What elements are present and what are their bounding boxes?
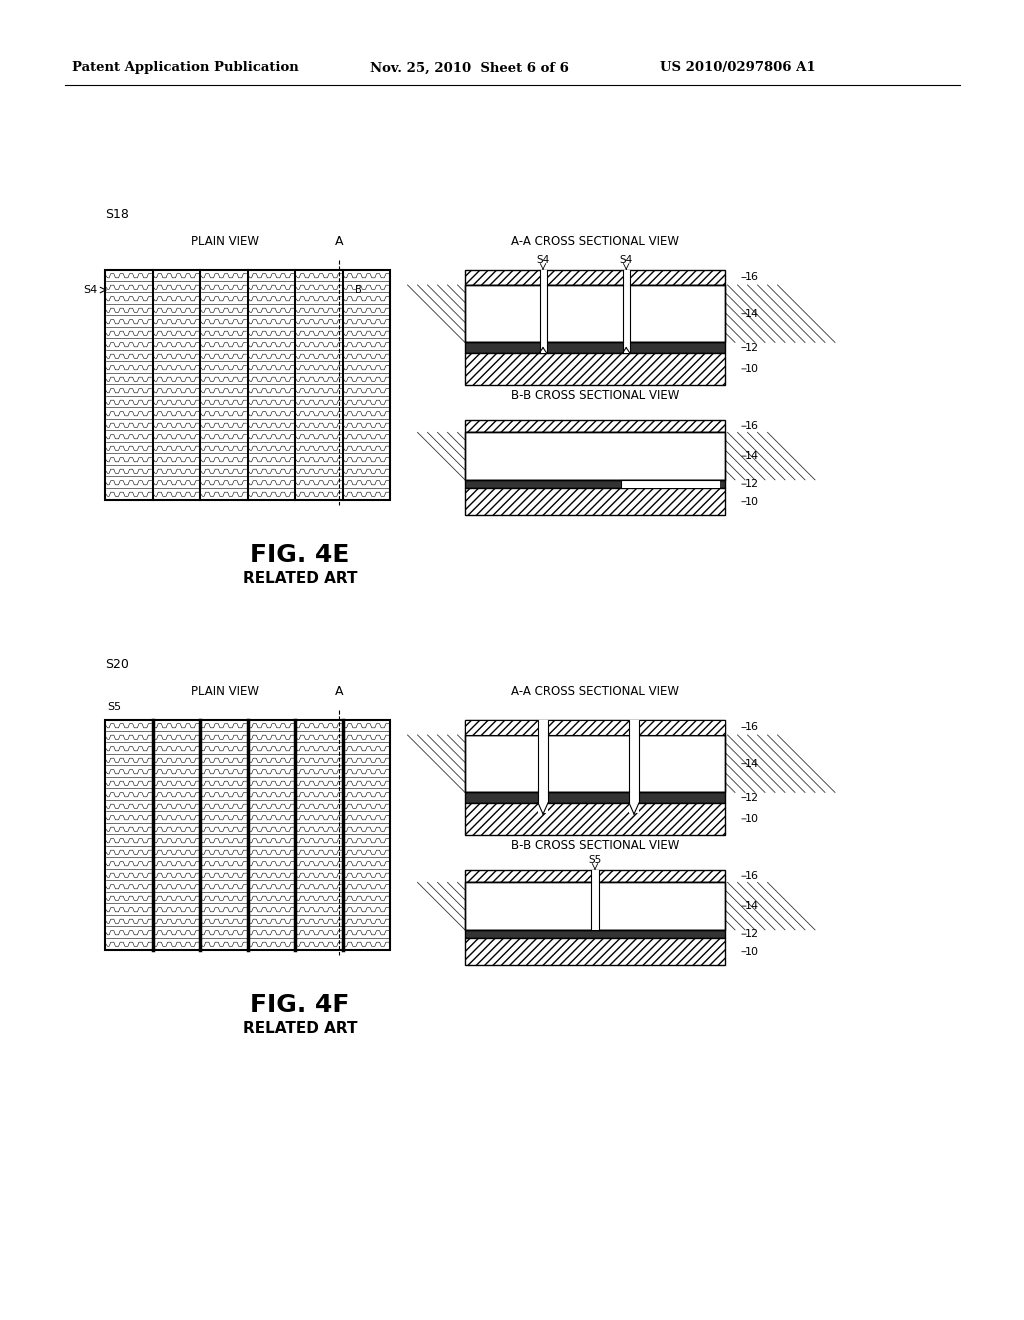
Text: A-A CROSS SECTIONAL VIEW: A-A CROSS SECTIONAL VIEW (511, 685, 679, 698)
Bar (465, 792, 725, 803)
Text: 10: 10 (745, 946, 759, 957)
Bar (538, 792, 548, 803)
Text: PLAIN VIEW: PLAIN VIEW (190, 685, 259, 698)
Text: 10: 10 (745, 814, 759, 824)
Text: S5: S5 (106, 702, 121, 711)
Text: 12: 12 (744, 479, 759, 490)
Text: 12: 12 (744, 792, 759, 803)
Bar (629, 803, 639, 813)
Bar (465, 882, 725, 929)
Text: 16: 16 (745, 871, 759, 882)
Bar (540, 285, 547, 342)
Bar (623, 271, 630, 285)
Bar (538, 735, 548, 792)
Bar (465, 735, 725, 792)
Text: 14: 14 (744, 451, 759, 461)
Bar (465, 433, 725, 480)
Text: Patent Application Publication: Patent Application Publication (72, 62, 299, 74)
Bar (465, 735, 725, 792)
Text: 16: 16 (745, 421, 759, 432)
Bar (591, 870, 599, 882)
Bar (105, 719, 390, 950)
Bar (465, 480, 725, 488)
Bar (465, 352, 725, 385)
Text: A: A (335, 685, 343, 698)
Text: B-B CROSS SECTIONAL VIEW: B-B CROSS SECTIONAL VIEW (511, 840, 679, 851)
Text: FIG. 4E: FIG. 4E (250, 543, 349, 568)
Bar (465, 285, 725, 342)
Text: S20: S20 (105, 659, 129, 672)
Text: 16: 16 (745, 722, 759, 733)
Bar (105, 271, 390, 500)
Text: 16: 16 (745, 272, 759, 282)
Bar (465, 719, 538, 735)
Bar (465, 735, 725, 792)
Text: S18: S18 (105, 209, 129, 222)
Bar (465, 803, 725, 836)
Text: S4: S4 (620, 255, 633, 265)
Bar (465, 271, 725, 285)
Text: A-A CROSS SECTIONAL VIEW: A-A CROSS SECTIONAL VIEW (511, 235, 679, 248)
Text: Nov. 25, 2010  Sheet 6 of 6: Nov. 25, 2010 Sheet 6 of 6 (370, 62, 569, 74)
Text: 14: 14 (744, 902, 759, 911)
Bar (465, 488, 725, 515)
Bar (623, 285, 630, 342)
Bar (538, 803, 548, 813)
Bar (465, 433, 725, 480)
Text: RELATED ART: RELATED ART (243, 572, 357, 586)
Bar (639, 719, 725, 735)
Bar (105, 719, 390, 950)
Bar (105, 271, 390, 500)
Bar (465, 870, 725, 882)
Text: 12: 12 (744, 343, 759, 352)
Bar (548, 719, 629, 735)
Bar (465, 433, 725, 480)
Bar (629, 735, 639, 792)
Bar (465, 719, 725, 735)
Text: S5: S5 (589, 855, 602, 865)
Bar (465, 342, 725, 352)
Text: 10: 10 (745, 364, 759, 374)
Bar (465, 929, 725, 939)
Bar (591, 882, 599, 929)
Text: 14: 14 (744, 309, 759, 318)
Text: FIG. 4F: FIG. 4F (250, 993, 349, 1016)
Bar (465, 285, 725, 342)
Text: A: A (335, 235, 343, 248)
Text: 10: 10 (745, 496, 759, 507)
Bar (465, 285, 725, 342)
Bar (540, 271, 547, 285)
Text: B-B CROSS SECTIONAL VIEW: B-B CROSS SECTIONAL VIEW (511, 389, 679, 403)
Bar (465, 420, 725, 433)
Text: B: B (355, 285, 362, 294)
Bar (465, 882, 725, 929)
Text: PLAIN VIEW: PLAIN VIEW (190, 235, 259, 248)
Bar (465, 939, 725, 965)
Bar (623, 342, 630, 352)
Bar (465, 882, 725, 929)
Bar (465, 719, 725, 735)
Bar (540, 342, 547, 352)
Bar (629, 792, 639, 803)
Text: S4: S4 (537, 255, 550, 265)
Text: RELATED ART: RELATED ART (243, 1020, 357, 1036)
Text: S4: S4 (83, 285, 97, 294)
Bar (621, 480, 720, 488)
Text: 12: 12 (744, 929, 759, 939)
Text: 14: 14 (744, 759, 759, 768)
Text: US 2010/0297806 A1: US 2010/0297806 A1 (660, 62, 816, 74)
